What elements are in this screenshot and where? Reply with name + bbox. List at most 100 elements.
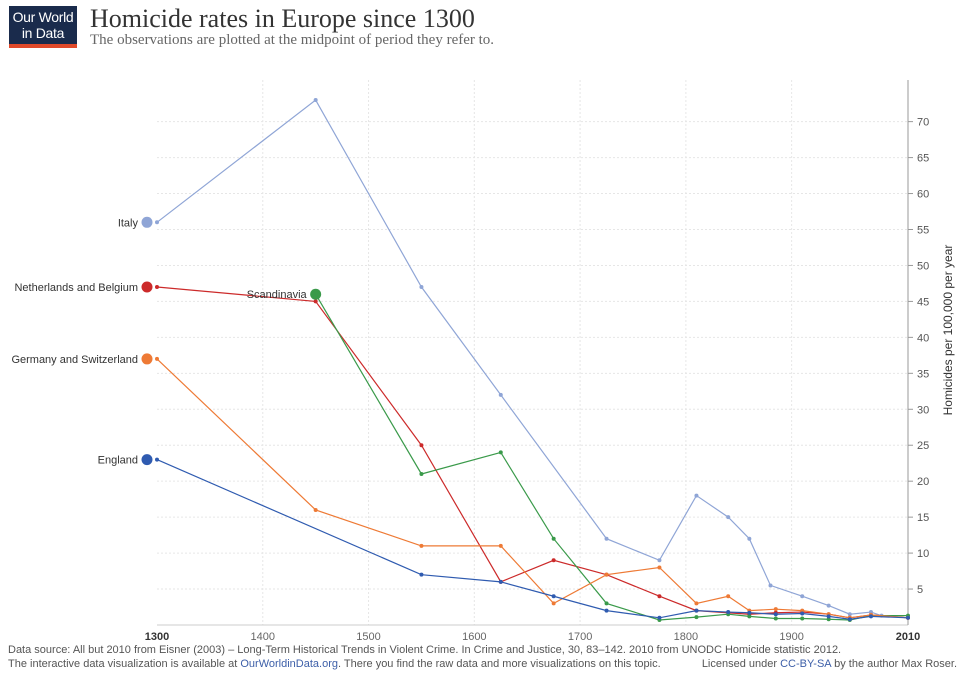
data-point-italy (419, 285, 424, 290)
x-tick-label: 2010 (896, 631, 920, 643)
data-source-note: Data source: All but 2010 from Eisner (2… (8, 644, 842, 656)
series-line-england (156, 459, 909, 620)
data-point-germany-and-switzerland (498, 543, 503, 548)
data-point-england (419, 572, 424, 577)
data-point-scandinavia (694, 615, 699, 620)
legend-marker-germany-and-switzerland (141, 353, 153, 365)
data-point-scandinavia (747, 614, 752, 619)
series-label-england: England (98, 455, 138, 467)
x-axis: 1300 1400 1500 1600 1700 1800 1900 2010 (145, 624, 920, 643)
data-point-germany-and-switzerland (726, 594, 731, 599)
interactive-suffix: . There you find the raw data and more v… (337, 658, 661, 670)
data-point-italy (498, 392, 503, 397)
y-tick-label: 60 (917, 189, 929, 201)
series-label-netherlands-and-belgium: Netherlands and Belgium (14, 282, 138, 294)
interactive-note: The interactive data visualization is av… (8, 658, 661, 670)
owid-link[interactable]: OurWorldinData.org (240, 658, 338, 670)
series-labels: Italy Netherlands and Belgium Scandinavia G… (11, 216, 322, 467)
series-lines (155, 98, 910, 622)
data-point-scandinavia (773, 616, 778, 621)
licence-link[interactable]: CC-BY-SA (780, 658, 832, 670)
x-tick-label: 1500 (356, 631, 380, 643)
logo-line-2: in Data (21, 25, 65, 41)
data-point-netherlands-and-belgium (657, 594, 662, 599)
x-tick-label: 1800 (674, 631, 698, 643)
x-tick-label: 1700 (568, 631, 592, 643)
y-tick-label: 35 (917, 368, 929, 380)
data-point-italy (726, 515, 731, 520)
legend-marker-netherlands-and-belgium (141, 281, 153, 293)
y-tick-label: 15 (917, 512, 929, 524)
chart-title: Homicide rates in Europe since 1300 (90, 4, 475, 33)
data-point-netherlands-and-belgium (155, 285, 159, 290)
logo-line-1: Our World (12, 9, 74, 25)
data-point-england (551, 594, 556, 599)
y-tick-label: 70 (917, 117, 929, 129)
data-point-england (694, 608, 699, 613)
data-point-england (604, 608, 609, 613)
data-point-italy (800, 594, 805, 599)
y-tick-label: 20 (917, 476, 929, 488)
data-point-scandinavia (604, 601, 609, 606)
data-point-england (747, 610, 752, 615)
data-point-england (826, 614, 831, 619)
data-point-italy (747, 536, 752, 541)
y-axis: 5 10 15 20 25 30 35 40 45 50 55 60 65 70 (907, 80, 929, 625)
data-point-scandinavia (826, 617, 831, 622)
y-tick-label: 50 (917, 260, 929, 272)
y-tick-label: 30 (917, 404, 929, 416)
series-line-germany-and-switzerland (156, 358, 909, 619)
data-point-italy (657, 558, 662, 563)
data-point-england (800, 611, 805, 616)
data-point-italy (868, 610, 873, 615)
data-point-netherlands-and-belgium (419, 443, 424, 448)
y-tick-label: 45 (917, 296, 929, 308)
data-point-italy (847, 612, 852, 617)
series-line-netherlands-and-belgium (156, 286, 909, 619)
chart-subtitle: The observations are plotted at the midp… (90, 32, 495, 48)
data-point-italy (694, 493, 699, 498)
interactive-prefix: The interactive data visualization is av… (8, 658, 241, 670)
x-tick-label: 1900 (779, 631, 803, 643)
data-point-germany-and-switzerland (419, 543, 424, 548)
y-axis-label: Homicides per 100,000 per year (941, 245, 955, 416)
data-point-germany-and-switzerland (657, 565, 662, 570)
data-point-germany-and-switzerland (155, 356, 159, 361)
data-point-italy (768, 583, 773, 588)
data-point-germany-and-switzerland (694, 601, 699, 606)
data-point-scandinavia (498, 450, 503, 455)
data-point-netherlands-and-belgium (313, 299, 318, 304)
series-line-italy (156, 99, 909, 619)
grid-lines (157, 80, 908, 625)
data-point-netherlands-and-belgium (551, 558, 556, 563)
data-point-italy (313, 98, 318, 103)
data-point-germany-and-switzerland (604, 572, 609, 577)
data-point-england (906, 615, 910, 620)
series-label-germany-and-switzerland: Germany and Switzerland (11, 354, 138, 366)
x-tick-label: 1300 (145, 631, 169, 643)
data-point-germany-and-switzerland (313, 507, 318, 512)
y-tick-label: 65 (917, 153, 929, 165)
series-line-scandinavia (315, 293, 908, 621)
data-point-scandinavia (800, 616, 805, 621)
data-point-england (155, 457, 159, 462)
owid-logo: Our World in Data (9, 6, 77, 48)
data-point-england (847, 617, 852, 622)
legend-marker-scandinavia (310, 288, 322, 300)
y-tick-label: 40 (917, 332, 929, 344)
licence-note: Licensed under CC-BY-SA by the author Ma… (702, 658, 957, 670)
legend-marker-italy (141, 216, 153, 228)
y-tick-label: 10 (917, 548, 929, 560)
legend-marker-england (141, 454, 153, 466)
data-point-scandinavia (551, 536, 556, 541)
data-point-england (726, 610, 731, 615)
data-point-italy (826, 603, 831, 608)
y-tick-label: 55 (917, 224, 929, 236)
data-point-germany-and-switzerland (800, 608, 805, 613)
data-point-germany-and-switzerland (551, 601, 556, 606)
data-point-germany-and-switzerland (773, 607, 778, 612)
y-tick-label: 25 (917, 440, 929, 452)
data-point-england (773, 612, 778, 617)
data-point-england (868, 614, 873, 619)
